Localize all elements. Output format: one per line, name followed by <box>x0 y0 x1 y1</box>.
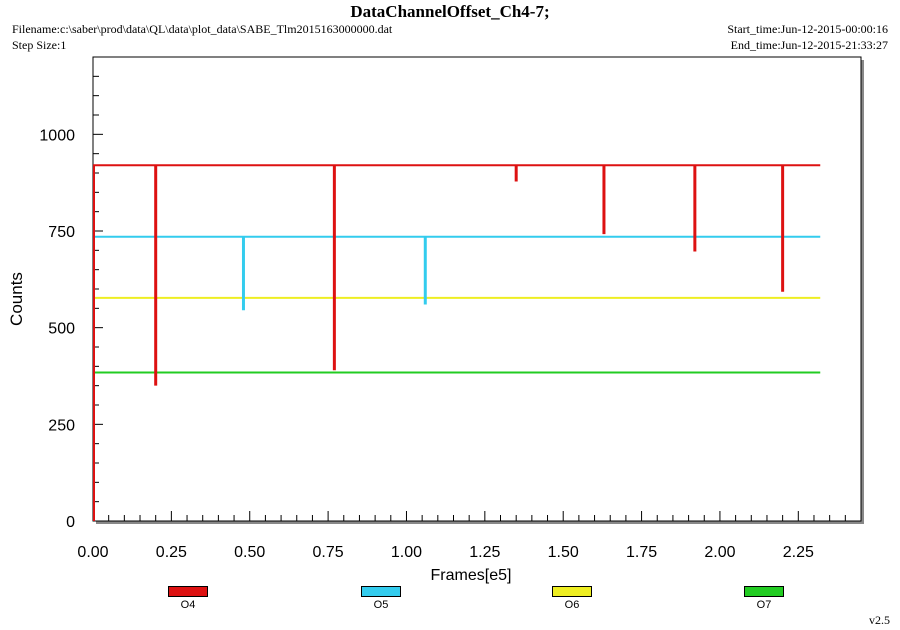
legend-item-o4: O4 <box>158 586 218 611</box>
x-tick-label: 1.25 <box>469 544 500 561</box>
x-tick-label: 0.00 <box>77 544 108 561</box>
step-size-label: Step Size:1 <box>12 38 67 52</box>
legend-label: O6 <box>564 599 580 611</box>
filename-label: Filename:c:\saber\prod\data\QL\data\plot… <box>12 22 393 36</box>
version-label: v2.5 <box>869 613 890 627</box>
y-tick-label: 0 <box>66 514 75 531</box>
y-tick-label: 1000 <box>39 127 75 144</box>
x-tick-label: 1.00 <box>391 544 422 561</box>
x-tick-label: 1.75 <box>626 544 657 561</box>
x-tick-label: 2.25 <box>783 544 814 561</box>
plot-frame <box>92 56 862 522</box>
x-tick-label: 0.50 <box>234 544 265 561</box>
legend-item-o6: O6 <box>542 586 602 611</box>
y-tick-label: 500 <box>48 321 75 338</box>
legend-swatch <box>552 586 592 597</box>
x-tick-label: 0.75 <box>313 544 344 561</box>
x-axis-label: Frames[e5] <box>431 567 512 584</box>
legend-label: O5 <box>373 599 389 611</box>
x-tick-label: 2.00 <box>704 544 735 561</box>
legend-swatch <box>744 586 784 597</box>
legend-item-o5: O5 <box>351 586 411 611</box>
end-time-label: End_time:Jun-12-2015-21:33:27 <box>730 38 888 52</box>
x-tick-label: 0.25 <box>156 544 187 561</box>
y-axis-label: Counts <box>7 272 26 326</box>
legend-label: O4 <box>180 599 196 611</box>
x-tick-label: 1.50 <box>548 544 579 561</box>
start-time-label: Start_time:Jun-12-2015-00:00:16 <box>727 22 888 36</box>
y-tick-label: 250 <box>48 417 75 434</box>
legend-swatch <box>361 586 401 597</box>
legend-label: O7 <box>756 599 772 611</box>
y-tick-label: 750 <box>48 224 75 241</box>
legend-item-o7: O7 <box>734 586 794 611</box>
chart-title: DataChannelOffset_Ch4-7; <box>350 2 550 21</box>
legend-swatch <box>168 586 208 597</box>
